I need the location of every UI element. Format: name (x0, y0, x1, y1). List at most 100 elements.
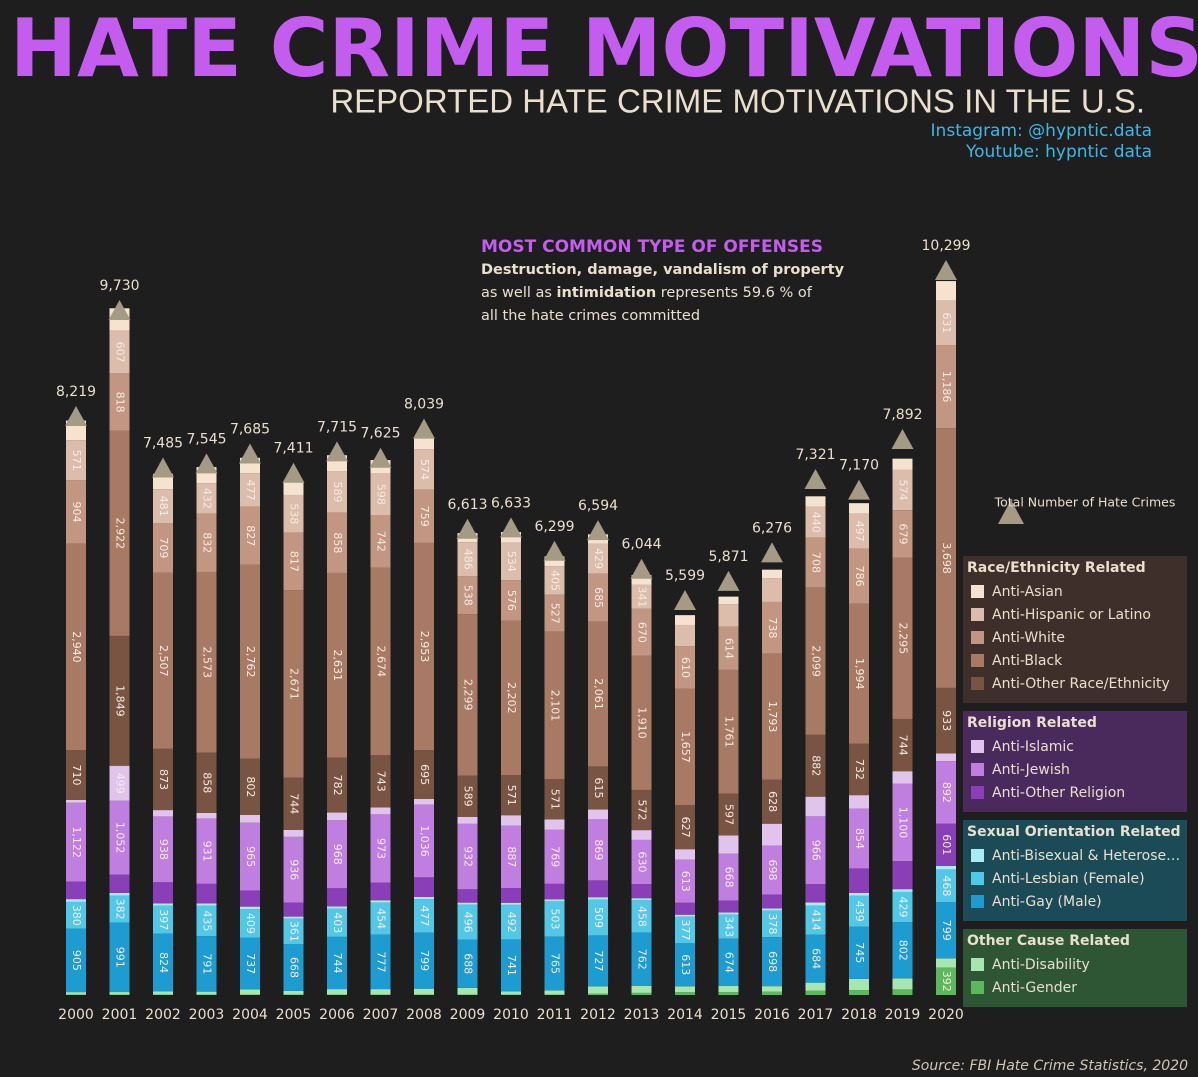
x-tick-label: 2014 (667, 1007, 703, 1023)
segment-label: 409 (244, 913, 257, 934)
segment-label: 468 (940, 875, 953, 896)
bar-segment (588, 543, 608, 574)
segment-label: 503 (549, 909, 562, 930)
bar-segment (283, 918, 304, 945)
x-tick-label: 2007 (363, 1007, 399, 1023)
bar-segment (805, 934, 826, 983)
annotation-heading: MOST COMMON TYPE OF OFFENSES (481, 237, 823, 257)
bar-segment (718, 986, 739, 993)
total-marker (152, 457, 174, 478)
bar-segment (631, 830, 652, 840)
bar-segment (457, 904, 478, 940)
segment-label: 744 (897, 735, 910, 756)
total-label: 7,892 (882, 407, 922, 423)
segment-label: 698 (766, 951, 779, 972)
segment-label: 2,953 (418, 631, 431, 663)
bar-segment (718, 793, 739, 836)
segment-label: 968 (331, 844, 344, 865)
segment-label: 858 (201, 772, 214, 793)
segment-label: 378 (766, 913, 779, 934)
x-tick-label: 2017 (798, 1007, 834, 1023)
annotation-line: Destruction, damage, vandalism of proper… (481, 262, 845, 278)
segment-label: 628 (766, 791, 779, 812)
segment-label: 2,573 (201, 647, 214, 679)
bar-segment (370, 934, 391, 990)
segment-label: 571 (505, 785, 518, 806)
bar-segment (892, 771, 913, 784)
bar-segment (414, 899, 434, 933)
segment-label: 572 (636, 800, 649, 821)
total-label: 7,411 (273, 441, 313, 457)
total-label: 5,599 (665, 568, 705, 584)
bar-segment (457, 902, 478, 905)
segment-label: 574 (897, 480, 910, 501)
total-label: 9,730 (99, 278, 139, 294)
bar-segment (457, 542, 478, 577)
bar-segment (66, 440, 86, 481)
bar-segment (892, 891, 913, 923)
bar-segment (631, 992, 652, 995)
bar-segment (414, 436, 434, 450)
total-marker (891, 428, 914, 449)
bar-segment (370, 567, 391, 756)
x-tick-label: 2012 (580, 1007, 616, 1023)
segment-label: 743 (375, 771, 388, 792)
bar-segment (892, 783, 913, 862)
bar-segment (196, 905, 217, 937)
segment-label: 1,122 (70, 826, 83, 858)
segment-label: 1,186 (940, 371, 953, 403)
segment-label: 777 (375, 951, 388, 972)
x-tick-label: 2008 (406, 1007, 442, 1023)
bar-segment (153, 903, 173, 906)
bar-segment (153, 489, 173, 524)
bar-segment (370, 807, 391, 815)
bar-segment (588, 621, 608, 767)
segment-label: 598 (375, 484, 388, 505)
segment-label: 938 (157, 839, 170, 860)
bar-segment (196, 991, 217, 995)
segment-label: 2,299 (462, 679, 475, 711)
segment-label: 742 (375, 531, 388, 552)
legend-label: Anti-White (992, 630, 1065, 646)
annotation-line: all the hate crimes committed (481, 308, 700, 324)
segment-label: 786 (853, 566, 866, 587)
bar-segment (196, 752, 217, 813)
bar-segment (675, 849, 695, 860)
bar-segment (66, 899, 86, 902)
total-marker (195, 453, 218, 474)
legend-group (963, 929, 1187, 1007)
segment-label: 414 (810, 910, 823, 931)
bar-segment (544, 594, 565, 632)
segment-label: 966 (810, 840, 823, 861)
bar-segment (153, 816, 173, 883)
bar-segment (414, 877, 434, 897)
segment-label: 854 (853, 828, 866, 849)
bar-segment (849, 743, 869, 796)
total-marker (108, 299, 131, 320)
segment-label: 499 (114, 773, 127, 794)
bar-segment (762, 991, 782, 995)
bar-segment (849, 513, 869, 549)
segment-label: 405 (549, 570, 562, 591)
bar-segment (327, 989, 347, 995)
total-label: 10,299 (922, 238, 971, 254)
bar-segment (936, 300, 956, 346)
bar-segment (805, 982, 826, 991)
bar-segment (631, 584, 652, 609)
bar-segment (501, 904, 521, 940)
segment-label: 727 (592, 950, 605, 971)
segment-label: 769 (549, 846, 562, 867)
bar-segment (544, 936, 565, 991)
legend-swatch (971, 872, 984, 885)
bar-segment (588, 897, 608, 900)
bar-segment (66, 802, 86, 882)
bar-segment (936, 761, 956, 824)
bar-segment (153, 933, 173, 992)
bar-segment (631, 839, 652, 885)
bar-segment (327, 572, 347, 758)
bar-segment (457, 816, 478, 824)
segment-label: 802 (897, 940, 910, 961)
segment-label: 432 (201, 488, 214, 509)
bar-segment (283, 990, 304, 995)
